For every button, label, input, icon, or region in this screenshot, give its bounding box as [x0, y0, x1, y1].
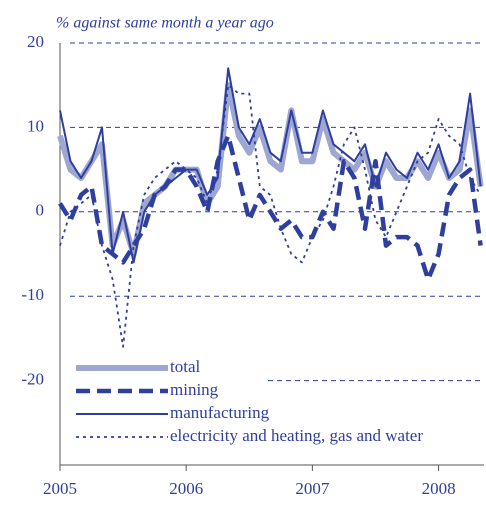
- y-tick-label: 20: [27, 32, 44, 51]
- series-line: [59, 67, 482, 264]
- legend-label: total: [170, 357, 200, 376]
- legend-label: manufacturing: [170, 403, 270, 422]
- x-tick-label: 2008: [422, 479, 456, 498]
- legend-label: electricity and heating, gas and water: [170, 426, 423, 445]
- series-line: [58, 133, 483, 282]
- y-tick-label: 10: [27, 116, 44, 135]
- series-line: [57, 82, 484, 257]
- chart-subtitle: % against same month a year ago: [56, 15, 274, 32]
- y-tick-label: -20: [21, 370, 44, 389]
- legend-label: mining: [170, 380, 219, 399]
- x-tick-label: 2005: [43, 479, 77, 498]
- series-line: [59, 84, 482, 348]
- legend-bg: [66, 426, 486, 449]
- x-tick-label: 2006: [169, 479, 203, 498]
- y-tick-label: -10: [21, 285, 44, 304]
- x-tick-label: 2007: [295, 479, 330, 498]
- y-tick-label: 0: [36, 201, 45, 220]
